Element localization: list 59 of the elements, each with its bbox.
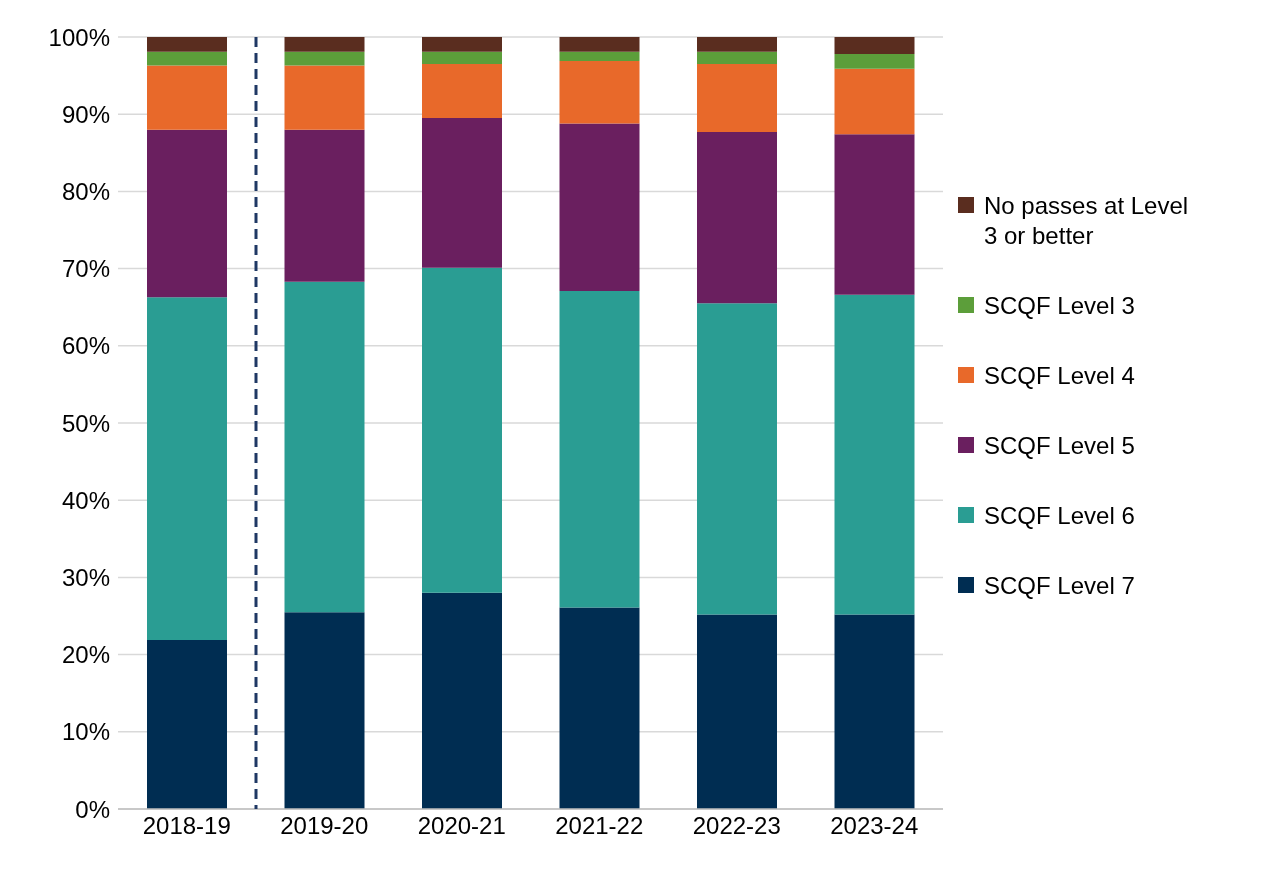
bar bbox=[422, 64, 502, 119]
legend-label: No passes at Level 3 or better bbox=[984, 190, 1190, 251]
bar bbox=[284, 129, 365, 282]
bar bbox=[147, 297, 227, 640]
y-tick-label: 90% bbox=[61, 100, 110, 128]
bar bbox=[834, 294, 915, 615]
legend-label: SCQF Level 3 bbox=[984, 290, 1136, 321]
bar bbox=[422, 118, 502, 268]
legend-label: SCQF Level 7 bbox=[984, 570, 1136, 601]
y-tick-label: 20% bbox=[61, 641, 110, 669]
bar bbox=[284, 51, 365, 66]
bar bbox=[697, 303, 777, 615]
bar bbox=[559, 290, 640, 608]
y-tick-label: 70% bbox=[61, 255, 110, 283]
y-tick-label: 40% bbox=[61, 486, 110, 514]
bar bbox=[422, 592, 502, 809]
bar bbox=[147, 129, 227, 298]
bar bbox=[559, 607, 640, 809]
bar bbox=[284, 612, 365, 809]
y-tick-label: 30% bbox=[61, 563, 110, 591]
bar bbox=[834, 37, 915, 54]
y-tick-label: 100% bbox=[48, 23, 110, 51]
bar bbox=[559, 123, 640, 291]
bar bbox=[834, 68, 915, 135]
x-tick-label: 2018-19 bbox=[142, 812, 231, 840]
bar bbox=[284, 65, 365, 130]
bar bbox=[422, 37, 502, 52]
x-tick-label: 2022-23 bbox=[692, 812, 781, 840]
x-tick-label: 2019-20 bbox=[280, 812, 369, 840]
bar bbox=[147, 51, 227, 66]
bar bbox=[834, 53, 915, 69]
bar bbox=[834, 134, 915, 295]
y-tick-label: 60% bbox=[61, 332, 110, 360]
legend-label: SCQF Level 4 bbox=[984, 360, 1136, 391]
x-tick-label: 2021-22 bbox=[555, 812, 644, 840]
bar bbox=[284, 37, 365, 52]
bar bbox=[147, 639, 227, 809]
bar bbox=[559, 51, 640, 61]
x-tick-label: 2023-24 bbox=[830, 812, 919, 840]
bar bbox=[697, 51, 777, 65]
bar bbox=[422, 51, 502, 65]
bar bbox=[697, 131, 777, 304]
y-tick-label: 80% bbox=[61, 177, 110, 205]
bar bbox=[559, 37, 640, 52]
bar bbox=[147, 37, 227, 52]
bar bbox=[697, 37, 777, 52]
x-tick-label: 2020-21 bbox=[417, 812, 506, 840]
bar bbox=[559, 60, 640, 124]
y-tick-label: 0% bbox=[75, 795, 110, 823]
bar bbox=[697, 614, 777, 809]
y-tick-label: 10% bbox=[61, 718, 110, 746]
legend-label: SCQF Level 5 bbox=[984, 430, 1136, 461]
bar bbox=[422, 267, 502, 593]
legend-label: SCQF Level 6 bbox=[984, 500, 1136, 531]
bar bbox=[697, 64, 777, 132]
bar bbox=[147, 65, 227, 130]
y-tick-label: 50% bbox=[61, 409, 110, 437]
bar bbox=[834, 614, 915, 809]
bar bbox=[284, 281, 365, 613]
